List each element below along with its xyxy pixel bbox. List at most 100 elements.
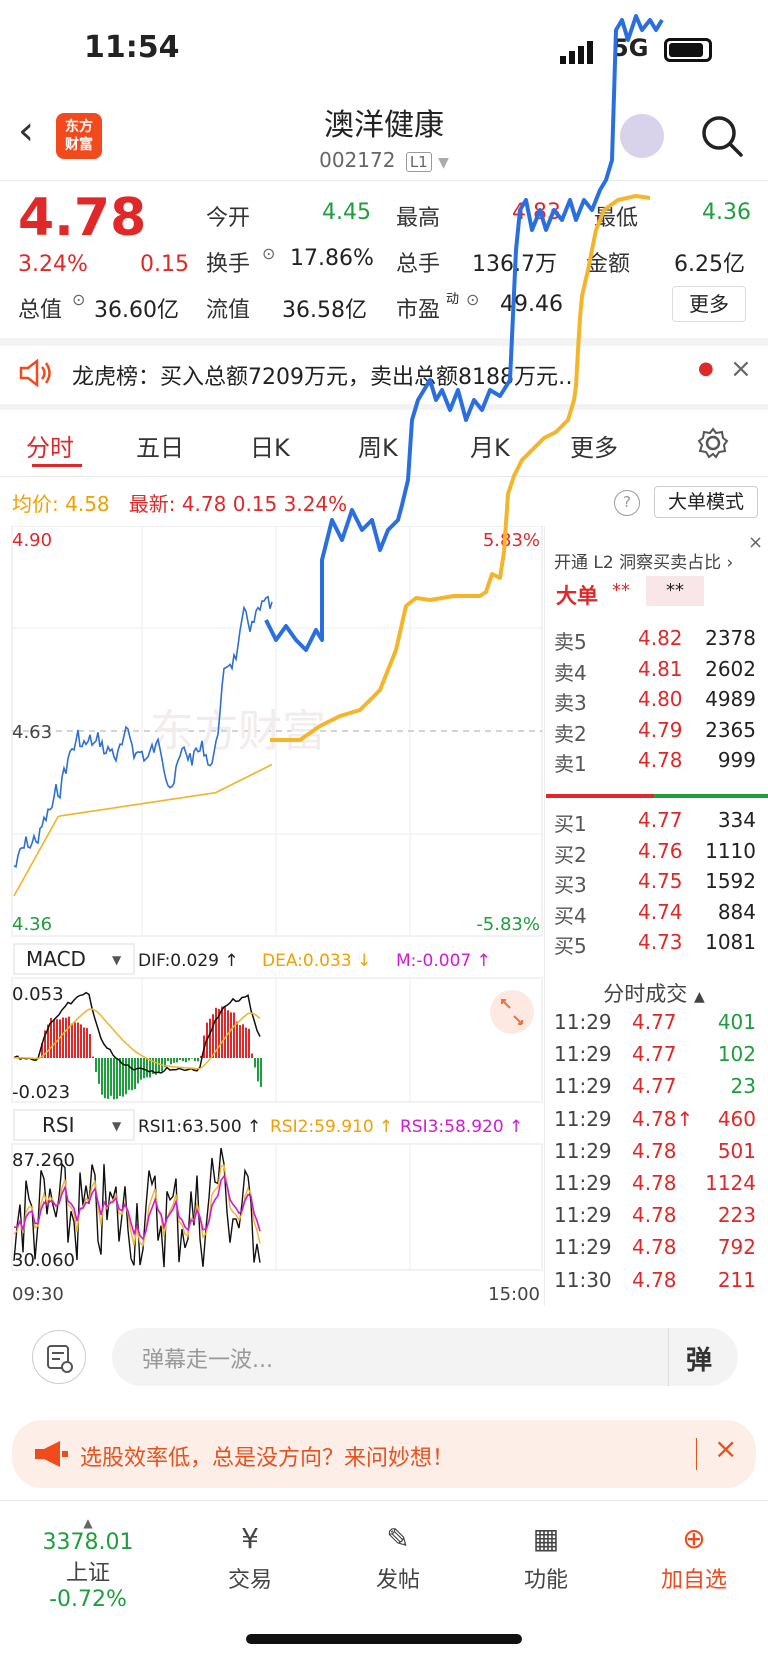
tab-intraday[interactable]: 分时 [26,434,74,462]
float-label: 流值 [206,298,251,323]
pe-sup: 动 [446,292,460,307]
tab-monthly-k[interactable]: 月K [470,434,510,462]
assistant-avatar-icon[interactable] [620,114,664,158]
trade-volume: 460 [717,1106,756,1131]
turnover-value: 17.86% [290,246,374,271]
macd-bar [221,1006,223,1058]
trade-time: 11:29 [554,1138,612,1163]
order-row: 卖5 4.82 2378 [548,626,760,656]
speaker-icon [19,358,51,388]
tab-more[interactable]: 更多 [570,434,618,462]
macd-bar [125,1058,127,1095]
order-row: 卖2 4.79 2365 [548,718,760,748]
stock-code-text: 002172 [319,148,396,172]
macd-bar [218,1008,220,1058]
macd-bar [59,1019,61,1058]
macd-bar [197,1058,199,1062]
macd-bar [179,1058,181,1060]
close-icon[interactable]: × [714,1432,738,1465]
danmu-toggle-icon[interactable]: 弹 [686,1346,713,1376]
gear-icon[interactable] [696,426,730,460]
y-axis-top: 4.90 [12,530,52,551]
level-price: 4.76 [638,838,683,863]
macd-bar [257,1058,259,1082]
macd-bar [209,1018,211,1058]
info-icon[interactable]: ⊙ [72,290,86,309]
macd-bar [86,1028,88,1058]
level-volume: 2365 [705,717,756,742]
change-pct: 3.24% [18,252,88,277]
trade-time: 11:29 [554,1106,612,1131]
tab-weekly-k[interactable]: 周K [358,434,398,462]
tab-post[interactable]: ✎ 发帖 [338,1522,458,1594]
tab-daily-k[interactable]: 日K [250,434,290,462]
level-label: 买5 [554,934,587,958]
close-icon[interactable]: × [730,354,752,384]
danmu-input[interactable]: 弹幕走一波... 弹 [112,1328,738,1386]
macd-bar [65,1017,67,1058]
lhb-notice[interactable]: 龙虎榜：买入总额7209万元，卖出总额8188万元… ● × [0,344,768,404]
edit-icon: ✎ [386,1522,410,1555]
close-icon[interactable]: × [748,532,764,553]
tab-add-watchlist[interactable]: ⊕ 加自选 [634,1522,754,1594]
info-icon[interactable]: ⊙ [262,244,276,263]
level-label: 买4 [554,903,587,928]
macd-bar [98,1058,100,1084]
tab-trade[interactable]: ¥ 交易 [190,1522,310,1594]
intraday-chart[interactable]: 东方财富 4.90 4.63 4.36 5.83% -5.83% MACD ▼ … [0,526,548,1316]
level-label: 卖4 [554,660,587,685]
active-tab-indicator [32,464,82,467]
avg-label: 均价: [12,492,59,516]
tab-five-day[interactable]: 五日 [136,434,184,462]
expand-icon[interactable] [490,990,534,1034]
macd-axis-bottom: -0.023 [12,1082,70,1103]
macd-bar [152,1058,154,1074]
tab-function[interactable]: ▦ 功能 [486,1522,606,1594]
info-icon[interactable]: ⊙ [466,290,480,309]
level-price: 4.79 [638,717,683,742]
amount-value: 6.25亿 [674,252,745,277]
pct-axis-top: 5.83% [483,530,540,551]
macd-bar [101,1058,103,1095]
trade-time: 11:29 [554,1074,612,1099]
level-volume: 1110 [705,838,756,863]
plus-circle-icon: ⊕ [682,1522,706,1555]
help-icon[interactable]: ? [614,490,640,516]
macd-selector[interactable] [13,943,135,975]
tab-add-label: 加自选 [660,1568,727,1593]
trades-header[interactable]: 分时成交 ▲ [548,978,760,1008]
ai-banner[interactable]: 选股效率低，总是没方向？来问妙想！ × [12,1420,756,1488]
big-order-mode-button[interactable]: 大单模式 [654,486,758,518]
macd-bar [74,1022,76,1058]
latest-label: 最新: [128,492,176,516]
pe-value: 49.46 [500,292,563,317]
search-icon[interactable] [700,114,744,158]
trade-volume: 401 [717,1010,756,1034]
macd-bar [83,1027,85,1058]
macd-bar [254,1058,256,1068]
rsi2: RSI2:59.910 ↑ [270,1117,393,1137]
current-price: 4.78 [18,188,147,248]
more-button[interactable]: 更多 [672,286,746,322]
trade-volume: 23 [730,1074,756,1099]
macd-bar [188,1058,190,1061]
trade-time: 11:29 [554,1171,612,1195]
index-ticker[interactable]: ▲ 3378.01 上证 -0.72% [28,1516,148,1612]
macd-dif: DIF:0.029 ↑ [138,951,239,971]
level-price: 4.74 [638,899,683,924]
yuan-icon: ¥ [241,1522,259,1555]
level-badge: L1 [405,152,432,172]
trade-price: 4.78 [632,1267,677,1292]
rsi-axis-top: 87.260 [12,1150,75,1171]
y-axis-bottom: 4.36 [12,914,52,935]
l2-promo[interactable]: 开通 L2 洞察买卖占比 › [554,553,734,573]
back-icon[interactable]: ‹ [18,108,34,154]
macd-bar [248,1028,250,1058]
grid-icon: ▦ [532,1522,560,1555]
macd-bar [185,1058,187,1063]
note-icon[interactable] [32,1330,86,1384]
rsi-selector[interactable] [13,1109,135,1141]
time-axis-end: 15:00 [488,1284,540,1305]
float-value: 36.58亿 [282,298,367,323]
avg-value: 4.58 [65,492,110,516]
